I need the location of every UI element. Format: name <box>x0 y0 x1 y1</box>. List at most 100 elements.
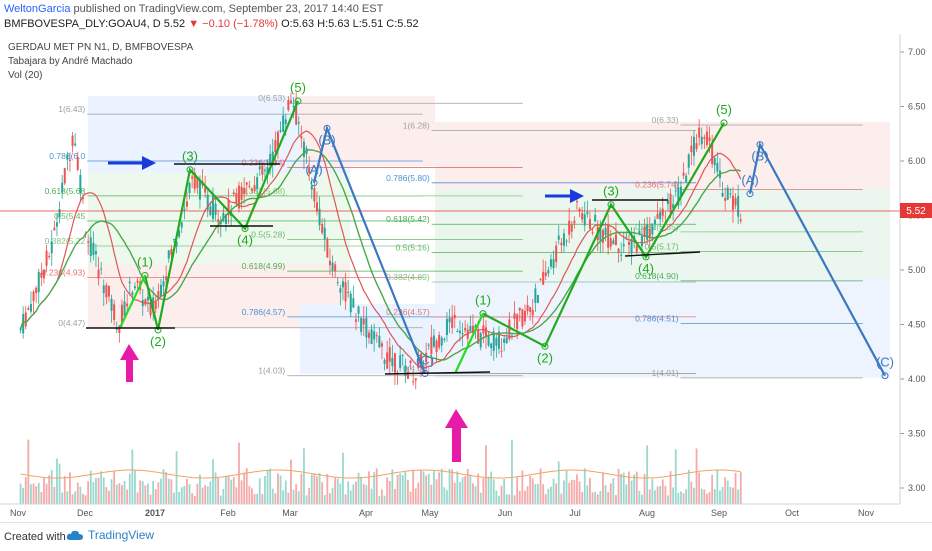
candle-body <box>40 272 43 278</box>
volume-bar <box>737 489 740 504</box>
volume-bar <box>552 478 555 504</box>
candle-body <box>53 227 56 231</box>
candle-body <box>682 172 685 176</box>
volume-bar <box>479 492 482 504</box>
volume-bar <box>82 493 84 504</box>
candle-body <box>705 131 708 145</box>
candle-body <box>32 291 35 302</box>
candle-body <box>339 288 342 293</box>
volume-bar <box>326 473 329 504</box>
candle-body <box>617 248 620 253</box>
volume-bar <box>622 472 625 504</box>
candle-body <box>672 204 675 209</box>
candle-body <box>573 220 576 224</box>
volume-bar <box>539 468 542 504</box>
candle-body <box>287 100 290 111</box>
candle-body <box>253 185 256 191</box>
candle-body <box>341 281 344 288</box>
time-tick-label: Dec <box>77 508 94 518</box>
candle-body <box>492 331 495 351</box>
candle-body <box>222 212 225 221</box>
candle-body <box>87 241 90 243</box>
candle-body <box>695 143 698 150</box>
time-tick-label: Feb <box>220 508 236 518</box>
candle-body <box>326 238 329 258</box>
candle-body <box>588 219 591 229</box>
volume-bar <box>464 476 467 504</box>
volume-bar <box>196 483 199 504</box>
candle-body <box>601 229 604 243</box>
volume-bar <box>162 469 165 504</box>
candle-body <box>383 360 386 364</box>
candle-body <box>406 372 409 379</box>
volume-bar <box>490 471 493 504</box>
volume-bar <box>79 486 82 504</box>
candle-body <box>685 175 688 183</box>
volume-bar <box>271 488 274 504</box>
author-link[interactable]: WeltonGarcia <box>4 3 71 15</box>
wave-point <box>186 166 194 174</box>
candle-body <box>107 285 110 297</box>
candle-body <box>295 103 298 125</box>
candle-body <box>165 276 168 281</box>
wave-point <box>323 124 331 132</box>
candle-body <box>35 287 38 294</box>
wave-label: (2) <box>537 350 553 365</box>
time-tick-label: Nov <box>858 508 875 518</box>
time-axis[interactable]: Nov Dec 2017 Feb Mar Apr May Jun Jul Aug Sep Oct Nov <box>10 508 875 518</box>
volume-bar <box>698 472 701 504</box>
volume-bar <box>56 458 58 504</box>
candle-body <box>123 301 126 316</box>
candle-body <box>42 269 45 279</box>
volume-bar <box>66 491 69 504</box>
volume-bar <box>412 469 415 504</box>
candle-body <box>448 317 451 323</box>
volume-bar <box>69 472 71 504</box>
volume-bar <box>495 490 498 504</box>
volume-bar <box>401 475 404 504</box>
candle-body <box>48 255 51 257</box>
volume-bar <box>659 485 662 504</box>
candle-body <box>92 242 95 256</box>
fib-level-label: 0.382(5.35) <box>635 222 679 232</box>
volume-bar <box>469 474 472 504</box>
ma-line-red <box>20 130 742 369</box>
fib-level-label: 0.382(5.68) <box>242 186 286 196</box>
volume-bar <box>329 493 331 504</box>
volume-bar <box>277 473 279 504</box>
tradingview-brand[interactable]: TradingView <box>66 528 154 542</box>
volume-bar <box>84 495 87 504</box>
volume-bar <box>687 469 690 504</box>
volume-bar <box>513 495 516 504</box>
candle-body <box>516 314 519 330</box>
candle-body <box>170 249 173 256</box>
wave-point <box>154 326 162 334</box>
volume-bar <box>383 495 386 504</box>
volume-bar <box>193 495 196 504</box>
volume-bar <box>251 488 253 504</box>
volume-bar <box>565 470 568 504</box>
volume-bar <box>105 487 108 504</box>
volume-bar <box>321 482 324 504</box>
price-chart[interactable]: 1(6.43)0.786(6.00.618(5.680.5(5.450.382(… <box>0 34 932 522</box>
candle-body <box>471 325 474 332</box>
candle-body <box>549 259 552 267</box>
candle-body <box>149 302 152 316</box>
candle-body <box>534 288 537 303</box>
candle-body <box>63 168 66 184</box>
volume-bar <box>238 442 240 504</box>
wave-point <box>720 119 728 127</box>
volume-bar <box>58 463 61 504</box>
volume-bar <box>61 492 64 504</box>
volume-bar <box>492 479 495 504</box>
candle-body <box>159 284 162 297</box>
magenta-arrow-icon <box>445 409 468 462</box>
volume-bar <box>672 487 675 504</box>
price-axis[interactable]: 7.006.506.005.505.004.504.003.503.00 <box>899 34 926 504</box>
candle-body <box>120 304 123 324</box>
volume-bar <box>178 491 181 504</box>
volume-bar <box>199 474 201 504</box>
wave-point <box>141 271 149 279</box>
candle-body <box>495 338 498 346</box>
wave-label: (C) <box>876 355 894 370</box>
